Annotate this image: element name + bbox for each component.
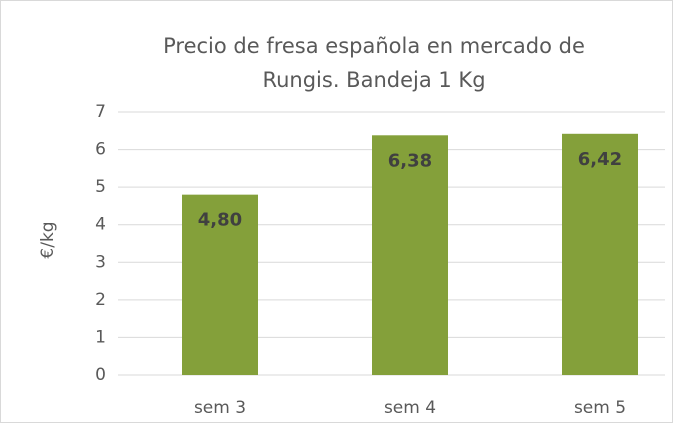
chart-title: Precio de fresa española en mercado de <box>163 34 585 58</box>
y-tick-label: 2 <box>95 290 106 310</box>
data-label: 6,42 <box>578 149 622 170</box>
y-tick-label: 5 <box>95 177 106 197</box>
y-tick-label: 1 <box>95 327 106 347</box>
y-tick-label: 7 <box>95 102 106 122</box>
y-tick-label: 4 <box>95 215 106 235</box>
bar <box>372 135 448 375</box>
bar <box>562 133 638 375</box>
y-axis-label: €/kg <box>38 221 58 258</box>
y-tick-label: 3 <box>95 252 106 272</box>
bar <box>182 194 258 375</box>
y-tick-label: 0 <box>95 365 106 385</box>
chart-title: Rungis. Bandeja 1 Kg <box>262 68 485 92</box>
data-label: 6,38 <box>388 150 432 171</box>
x-tick-label: sem 5 <box>574 398 626 418</box>
y-tick-label: 6 <box>95 140 106 160</box>
x-tick-label: sem 3 <box>194 398 246 418</box>
data-label: 4,80 <box>198 210 242 231</box>
x-tick-label: sem 4 <box>384 398 436 418</box>
